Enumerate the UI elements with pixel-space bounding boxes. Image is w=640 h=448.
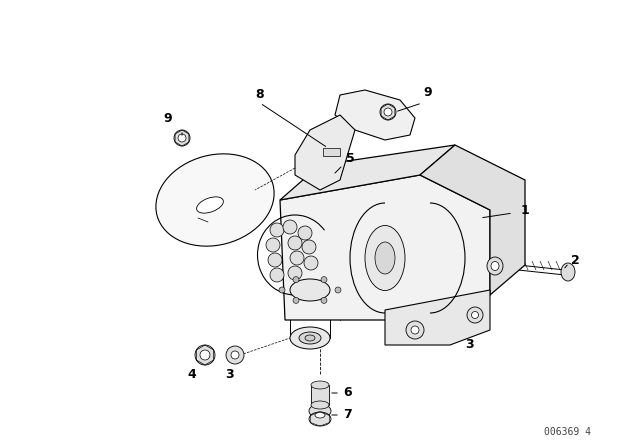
Ellipse shape xyxy=(305,335,315,341)
Ellipse shape xyxy=(200,350,210,360)
Polygon shape xyxy=(335,90,415,140)
Polygon shape xyxy=(323,148,340,156)
Polygon shape xyxy=(311,385,329,405)
Ellipse shape xyxy=(309,412,331,426)
Ellipse shape xyxy=(380,104,396,120)
Ellipse shape xyxy=(196,197,223,213)
Polygon shape xyxy=(420,145,525,295)
Ellipse shape xyxy=(304,256,318,270)
Polygon shape xyxy=(280,145,455,200)
Ellipse shape xyxy=(290,327,330,349)
Ellipse shape xyxy=(315,412,325,418)
Ellipse shape xyxy=(231,351,239,359)
Ellipse shape xyxy=(375,242,395,274)
Ellipse shape xyxy=(472,311,479,319)
Ellipse shape xyxy=(178,134,186,142)
Ellipse shape xyxy=(270,223,284,237)
Ellipse shape xyxy=(293,297,299,303)
Ellipse shape xyxy=(321,297,327,303)
Text: 6: 6 xyxy=(344,387,352,400)
Polygon shape xyxy=(295,115,355,190)
Text: 9: 9 xyxy=(424,86,432,99)
Ellipse shape xyxy=(302,240,316,254)
Text: 2: 2 xyxy=(571,254,579,267)
Ellipse shape xyxy=(365,225,405,290)
Ellipse shape xyxy=(311,381,329,389)
Ellipse shape xyxy=(290,251,304,265)
Ellipse shape xyxy=(406,321,424,339)
Ellipse shape xyxy=(288,236,302,250)
Ellipse shape xyxy=(156,154,274,246)
Ellipse shape xyxy=(266,238,280,252)
Ellipse shape xyxy=(487,257,503,275)
Ellipse shape xyxy=(268,253,282,267)
Ellipse shape xyxy=(335,287,341,293)
Text: 3: 3 xyxy=(226,369,234,382)
Ellipse shape xyxy=(299,332,321,344)
Ellipse shape xyxy=(174,130,190,146)
Ellipse shape xyxy=(288,266,302,280)
Text: 8: 8 xyxy=(256,89,264,102)
Ellipse shape xyxy=(279,287,285,293)
Ellipse shape xyxy=(309,404,331,418)
Text: 9: 9 xyxy=(164,112,172,125)
Text: 1: 1 xyxy=(520,203,529,216)
Ellipse shape xyxy=(311,401,329,409)
Ellipse shape xyxy=(467,307,483,323)
Ellipse shape xyxy=(290,279,330,301)
Ellipse shape xyxy=(293,276,299,283)
Ellipse shape xyxy=(491,262,499,271)
Ellipse shape xyxy=(411,326,419,334)
Text: 4: 4 xyxy=(188,369,196,382)
Ellipse shape xyxy=(384,108,392,116)
Text: 3: 3 xyxy=(466,339,474,352)
Ellipse shape xyxy=(298,226,312,240)
Ellipse shape xyxy=(226,346,244,364)
Ellipse shape xyxy=(270,268,284,282)
Ellipse shape xyxy=(283,220,297,234)
Polygon shape xyxy=(385,290,490,345)
Text: 006369 4: 006369 4 xyxy=(545,427,591,437)
Text: 7: 7 xyxy=(344,409,353,422)
Polygon shape xyxy=(280,175,490,320)
Ellipse shape xyxy=(195,345,215,365)
Text: 5: 5 xyxy=(346,151,355,164)
Ellipse shape xyxy=(321,276,327,283)
Ellipse shape xyxy=(561,263,575,281)
